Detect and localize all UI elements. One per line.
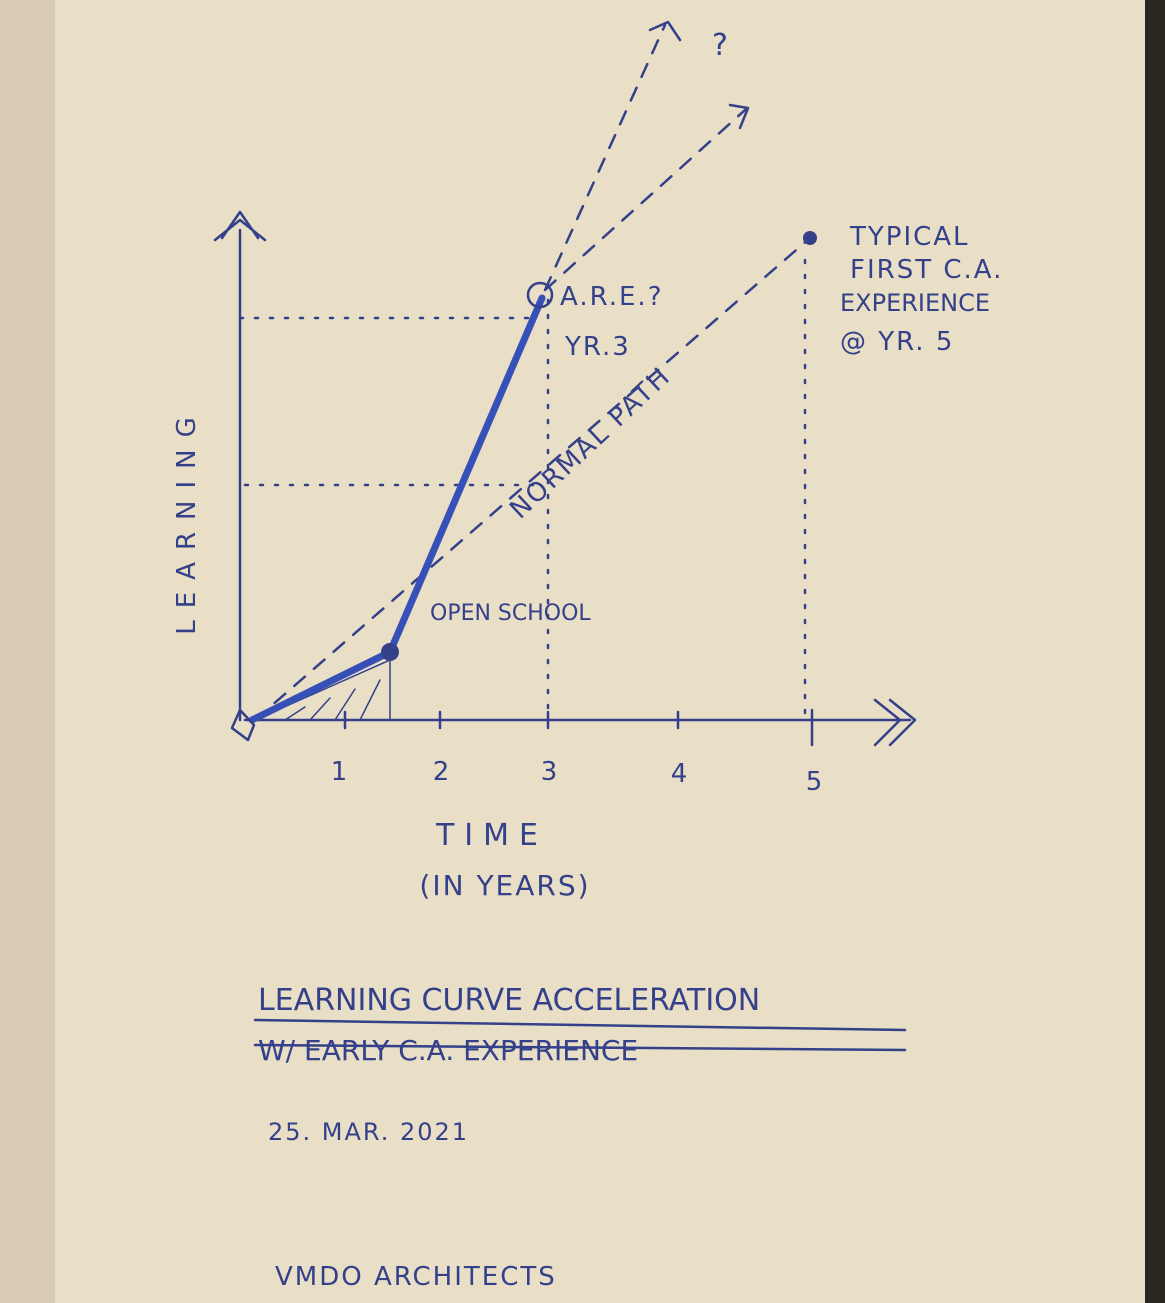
caption-date: 25. MAR. 2021 bbox=[268, 1118, 469, 1146]
are-label: A.R.E.? bbox=[560, 282, 664, 312]
typical-label: @ YR. 5 bbox=[840, 327, 954, 357]
typical-label: EXPERIENCE bbox=[840, 289, 990, 317]
caption-author: VMDO ARCHITECTS bbox=[275, 1262, 557, 1292]
x-tick-label: 2 bbox=[433, 757, 452, 787]
x-axis-unit: (IN YEARS) bbox=[419, 869, 590, 902]
typical-marker bbox=[803, 231, 817, 245]
sketch: LEARNING 1 2 3 4 5 TIME (IN YEARS) ? A.R… bbox=[0, 0, 1165, 1303]
x-tick-label: 5 bbox=[806, 767, 825, 797]
y-axis-label: LEARNING bbox=[172, 405, 202, 634]
x-tick-label: 1 bbox=[331, 757, 350, 787]
caption-title: LEARNING CURVE ACCELERATION bbox=[258, 983, 760, 1018]
left-page bbox=[0, 0, 55, 1303]
x-tick-label: 3 bbox=[541, 757, 560, 787]
open-school-label: OPEN SCHOOL bbox=[430, 601, 591, 626]
are-year: YR.3 bbox=[564, 332, 631, 362]
x-axis-label: TIME bbox=[435, 818, 548, 853]
notebook-page bbox=[55, 0, 1145, 1303]
x-tick-label: 4 bbox=[671, 759, 690, 789]
caption-subtitle: W/ EARLY C.A. EXPERIENCE bbox=[258, 1034, 638, 1067]
typical-label: TYPICAL bbox=[849, 222, 970, 252]
open-school-marker bbox=[381, 643, 399, 661]
question-mark: ? bbox=[712, 28, 730, 63]
typical-label: FIRST C.A. bbox=[850, 255, 1003, 285]
